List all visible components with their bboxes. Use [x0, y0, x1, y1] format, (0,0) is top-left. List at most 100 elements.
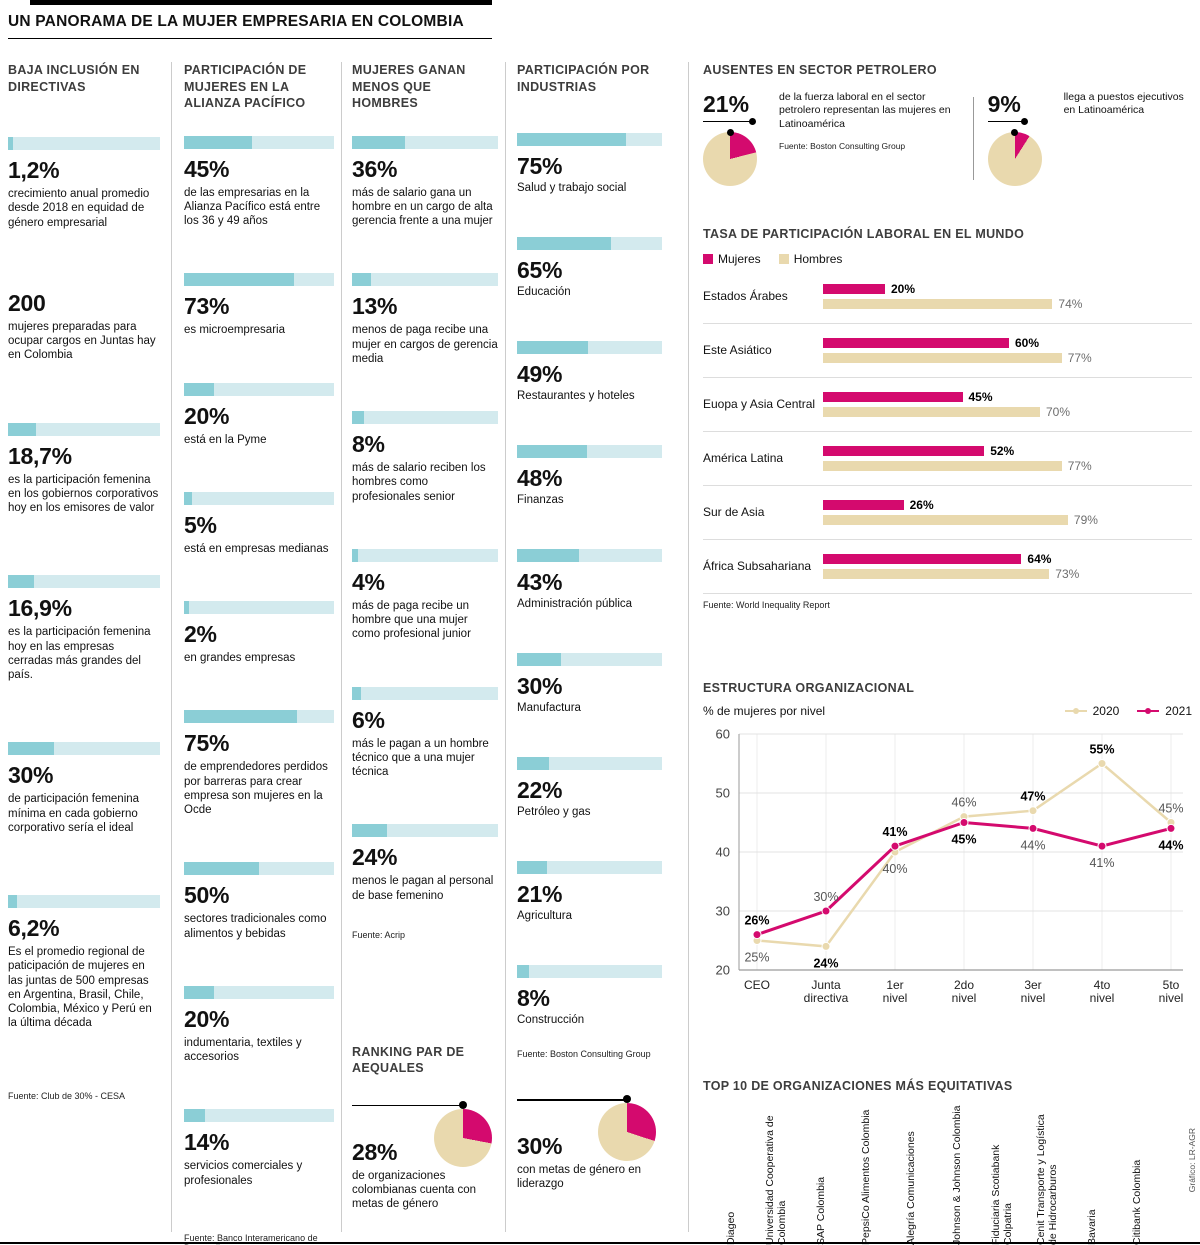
chart-legend: Mujeres Hombres: [703, 252, 1192, 266]
stat-item: 20% indumentaria, textiles y accesorios: [184, 985, 334, 1065]
top10-item: Cenit Transporte y Logística de Hidrocar…: [1033, 1103, 1061, 1245]
section-title: ESTRUCTURA ORGANIZACIONAL: [703, 680, 915, 695]
pie-chart-28: [434, 1108, 492, 1167]
section-baja-inclusion: BAJA INCLUSIÓN EN DIRECTIVAS 1,2% crecim…: [8, 62, 160, 1101]
industry-label: Administración pública: [517, 598, 633, 610]
stat-bar-fill: [184, 491, 192, 505]
hombres-bar: [823, 298, 1053, 309]
mujeres-value: 26%: [909, 497, 934, 512]
stat-bar: [184, 862, 334, 876]
svg-text:41%: 41%: [882, 825, 907, 839]
section-title: TOP 10 DE ORGANIZACIONES MÁS EQUITATIVAS: [703, 1079, 1013, 1093]
stat-bar: [352, 273, 498, 287]
stat-bar: [8, 137, 160, 150]
organization-name: SAP Colombia: [815, 1176, 828, 1245]
leader-dot: [726, 128, 734, 136]
region-label: Este Asiático: [703, 343, 772, 357]
stat-bar: [8, 895, 160, 908]
stat-bar: [517, 757, 662, 770]
top10-item: Bavaria 9: [1078, 1103, 1106, 1245]
line-swatch-2021: [1137, 708, 1160, 714]
svg-text:40: 40: [716, 845, 730, 860]
stat-bar-fill: [352, 548, 358, 562]
labor-region-row: África Subsahariana 64% 73%: [703, 540, 1192, 594]
stat-bar-fill: [517, 237, 612, 250]
labor-region-row: Sur de Asia 26% 79%: [703, 486, 1192, 540]
svg-text:44%: 44%: [1020, 838, 1045, 852]
stat-bar: [352, 411, 498, 424]
industry-label: Construcción: [517, 1014, 585, 1026]
section-top10: TOP 10 DE ORGANIZACIONES MÁS EQUITATIVAS…: [703, 1078, 1192, 1245]
labor-region-row: Estados Árabes 20% 74%: [703, 270, 1192, 324]
stat-bar: [184, 985, 334, 999]
stat-value: 20%: [184, 402, 230, 429]
stat-item: 14% servicios comerciales y profesionale…: [184, 1109, 334, 1188]
stat-bar: [517, 653, 662, 666]
mujeres-bar: [823, 391, 963, 402]
pie-chart-30: [598, 1103, 656, 1161]
stat-bar: [8, 422, 160, 436]
hombres-value: 77%: [1067, 350, 1092, 365]
stat-bar-fill: [184, 273, 294, 287]
stat-item: 20% está en la Pyme: [184, 382, 334, 447]
mujeres-value: 45%: [968, 389, 993, 404]
section-sector-petrolero: AUSENTES EN SECTOR PETROLERO 21% de la f…: [703, 62, 1192, 212]
top10-list: Diageo 1 Universidad Cooperativa de Colo…: [717, 1103, 1151, 1245]
stat-bar: [184, 491, 334, 505]
labor-region-row: América Latina 52% 77%: [703, 432, 1192, 486]
industry-item: 65% Educación: [517, 237, 662, 298]
stat-bar: [352, 548, 498, 562]
stat-bar-fill: [184, 985, 214, 999]
page-title: UN PANORAMA DE LA MUJER EMPRESARIA EN CO…: [8, 13, 492, 39]
section-estructura-organizacional: ESTRUCTURA ORGANIZACIONAL % de mujeres p…: [703, 680, 1192, 1031]
industry-item: 8% Construcción: [517, 965, 662, 1026]
section-title: AUSENTES EN SECTOR PETROLERO: [703, 63, 937, 77]
top10-item: Fiduciaria Scotiabank Colpatria 7: [988, 1103, 1016, 1245]
stat-bar-fill: [352, 135, 405, 149]
labor-bar-chart: Estados Árabes 20% 74% Este Asiático 60%…: [703, 270, 1192, 594]
svg-text:60: 60: [716, 727, 730, 742]
hombres-value: 77%: [1067, 458, 1092, 473]
svg-text:50: 50: [716, 786, 730, 801]
industry-label: Salud y trabajo social: [517, 182, 627, 194]
stat-value: 36%: [352, 155, 398, 182]
stat-bar: [184, 601, 334, 614]
mujeres-bar: [823, 337, 1009, 348]
stat-bar-fill: [8, 422, 37, 436]
stat-item: 50% sectores tradicionales como alimento…: [184, 862, 334, 941]
stat-bar-fill: [517, 445, 587, 458]
stat-bar-fill: [184, 862, 259, 876]
industry-item: 22% Petróleo y gas: [517, 757, 662, 818]
svg-text:CEO: CEO: [744, 978, 770, 992]
section-title: MUJERES GANAN MENOS QUE HOMBRES: [352, 63, 466, 110]
stat-list: 36% más de salario gana un hombre en un …: [352, 135, 498, 903]
stat-value: 20%: [184, 1005, 230, 1032]
stat-desc: sectores tradicionales como alimentos y …: [184, 913, 327, 940]
industry-label: Petróleo y gas: [517, 806, 591, 818]
stat-desc: Es el promedio regional de paticipación …: [8, 946, 152, 1030]
stat-bar: [517, 445, 662, 458]
stat-item: 8% más de salario reciben los hombres co…: [352, 411, 498, 504]
stat-value: 21%: [517, 881, 563, 907]
stat-value: 200: [8, 289, 46, 316]
stat-desc: de las empresarias en la Alianza Pacífic…: [184, 186, 321, 228]
stat-desc: más de paga recibe un hombre que una muj…: [352, 599, 471, 641]
organization-name: Diageo: [724, 1211, 737, 1245]
stat-desc: de la fuerza laboral en el sector petrol…: [779, 90, 951, 130]
vertical-divider: [972, 96, 974, 180]
stat-value: 13%: [352, 293, 398, 320]
region-label: América Latina: [703, 451, 784, 465]
stat-item: 13% menos de paga recibe una mujer en ca…: [352, 273, 498, 366]
stat-bar-fill: [517, 653, 561, 666]
line-swatch-2020: [1064, 708, 1087, 714]
stat-bar: [184, 273, 334, 287]
stat-item: 24% menos le pagan al personal de base f…: [352, 824, 498, 903]
organization-name: Alegría Comunicaciones: [905, 1130, 918, 1245]
top10-item: Diageo 1: [717, 1103, 745, 1245]
hombres-value: 74%: [1058, 296, 1083, 311]
industry-label: Educación: [517, 286, 571, 298]
stat-bar: [8, 575, 160, 589]
